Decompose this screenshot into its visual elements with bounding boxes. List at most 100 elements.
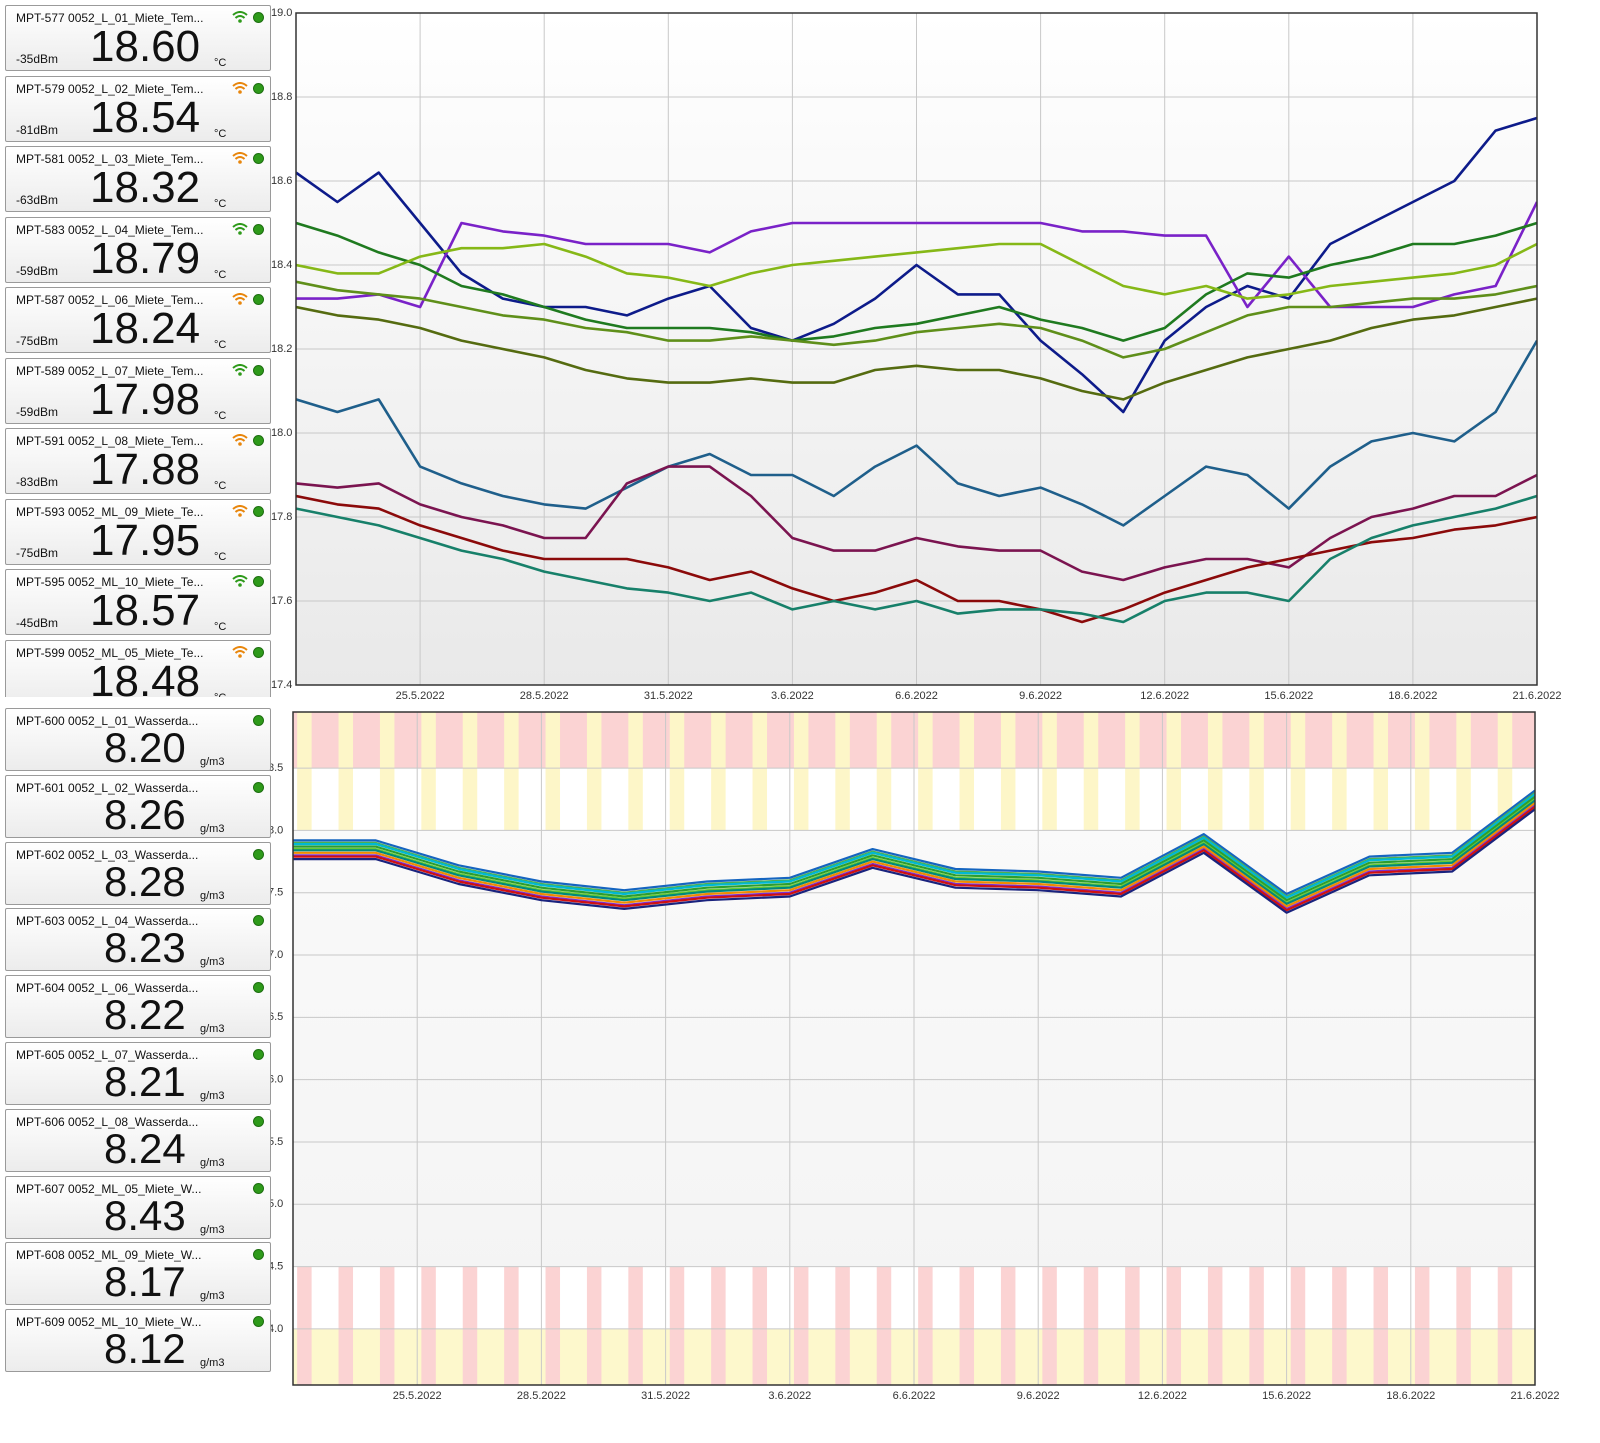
y-tick-label: 17.8 (271, 511, 292, 523)
wifi-icon (232, 293, 248, 305)
x-tick-label: 15.6.2022 (1264, 690, 1313, 702)
band-stripe (1456, 712, 1471, 769)
wifi-arc (232, 222, 248, 228)
status-dot (253, 82, 264, 94)
sensor-label: MPT-577 0052_L_01_Miete_Tem... (16, 11, 204, 25)
band-stripe (1290, 768, 1306, 831)
wifi-arc (232, 434, 248, 439)
series-line (293, 802, 1535, 908)
sensor-unit: °C (214, 127, 227, 140)
sensor-value: 8.24 (104, 1124, 186, 1172)
wifi-dot (238, 230, 242, 235)
band-stripe (1290, 1266, 1306, 1329)
band-stripe (421, 768, 436, 831)
sensor-label: MPT-604 0052_L_06_Wasserda... (16, 981, 199, 996)
sensor-value: 18.60 (90, 22, 201, 71)
sensor-card: MPT-587 0052_L_06_Miete_Tem... -75dBm 18.2… (5, 287, 271, 353)
plot-area (296, 13, 1537, 685)
sensor-unit: g/m3 (200, 1023, 225, 1036)
series-line (293, 808, 1535, 914)
band-stripe (669, 1328, 685, 1385)
sensor-value: 8.23 (104, 924, 186, 972)
band-stripe (421, 712, 436, 769)
band-stripe (297, 1266, 312, 1329)
series-line (293, 793, 1535, 899)
series-line (296, 116, 1537, 414)
band-stripe (1207, 768, 1223, 831)
series-line (293, 799, 1535, 905)
band-stripe (1125, 1328, 1140, 1385)
band-stripe (1414, 712, 1430, 769)
band-stripe (876, 712, 892, 769)
plot-area (293, 712, 1535, 1385)
band-stripe (793, 1266, 809, 1329)
band-stripe (586, 1266, 602, 1329)
band-stripe (1414, 1328, 1430, 1385)
status-dot (253, 848, 264, 860)
sensor-label: MPT-589 0052_L_07_Miete_Tem... (16, 363, 204, 378)
wifi-arc (232, 363, 248, 369)
band-stripe (1042, 1328, 1057, 1385)
band-stripe (338, 712, 354, 769)
band-stripe (1249, 768, 1264, 831)
band-stripe (1000, 768, 1016, 831)
band-stripe (504, 768, 519, 831)
signal-strength: -81dBm (16, 122, 59, 137)
sensor-value: 8.12 (104, 1325, 186, 1373)
wifi-icon (232, 81, 248, 94)
band-stripe (876, 1266, 892, 1329)
sensor-value: 17.95 (90, 515, 201, 565)
band-stripe (752, 1328, 768, 1385)
sensor-card: MPT-601 0052_L_02_Wasserda... 8.26 g/m3 (5, 774, 271, 838)
x-tick-label: 9.6.2022 (1019, 690, 1062, 702)
band-stripe (628, 1266, 643, 1329)
wifi-dot (238, 442, 242, 446)
sensor-card: MPT-600 0052_L_01_Wasserda... 8.20 g/m3 (5, 708, 271, 771)
wifi-arc (234, 508, 246, 513)
sensor-card: MPT-583 0052_L_04_Miete_Tem... -59dBm 18.7… (5, 216, 271, 283)
status-dot (253, 646, 264, 658)
band-stripe (297, 1328, 312, 1385)
x-tick-label: 3.6.2022 (768, 1390, 811, 1402)
band-stripe (1166, 1328, 1182, 1385)
status-dot (253, 12, 264, 23)
y-tick-label: 6.5 (268, 1011, 283, 1023)
wifi-arc (234, 15, 246, 19)
x-tick-label: 6.6.2022 (895, 690, 938, 702)
band-stripe (918, 1328, 933, 1385)
sensor-card: MPT-604 0052_L_06_Wasserda... 8.22 g/m3 (5, 975, 271, 1039)
band-stripe (545, 712, 561, 769)
series-line (293, 805, 1535, 912)
band-stripe (752, 768, 768, 831)
sensor-label: MPT-591 0052_L_08_Miete_Tem... (16, 434, 204, 448)
sensor-label: MPT-606 0052_L_08_Wasserda... (16, 1114, 199, 1129)
band-stripe (918, 768, 933, 831)
status-dot (253, 294, 264, 305)
sensor-card: MPT-605 0052_L_07_Wasserda... 8.21 g/m3 (5, 1042, 271, 1105)
band-stripe (835, 1328, 850, 1385)
status-dot (253, 1115, 264, 1127)
wifi-arc (234, 367, 246, 372)
band-stripe (297, 768, 312, 831)
sensor-label: MPT-607 0052_ML_05_Miete_W... (16, 1181, 202, 1196)
sensor-unit: °C (214, 268, 227, 281)
band-stripe (1249, 712, 1264, 769)
sensor-card: MPT-593 0052_ML_09_Miete_Te... -75dBm 17.9… (5, 498, 271, 565)
y-tick-label: 4.0 (268, 1323, 283, 1335)
sensor-unit: °C (214, 621, 227, 633)
wifi-icon (232, 222, 248, 235)
band-stripe (959, 1266, 975, 1329)
wifi-arc (232, 575, 248, 580)
x-tick-label: 31.5.2022 (644, 690, 693, 702)
x-tick-label: 31.5.2022 (641, 1390, 690, 1402)
series-line (296, 465, 1537, 582)
band-stripe (1207, 1328, 1223, 1385)
status-dot (253, 576, 264, 587)
band-stripe (711, 768, 726, 831)
band-stripe (711, 1328, 726, 1385)
band-stripe (545, 768, 561, 831)
sensor-unit: °C (214, 480, 227, 492)
band-stripe (379, 712, 395, 769)
band-stripe (421, 1328, 436, 1385)
sensor-unit: °C (214, 57, 227, 69)
